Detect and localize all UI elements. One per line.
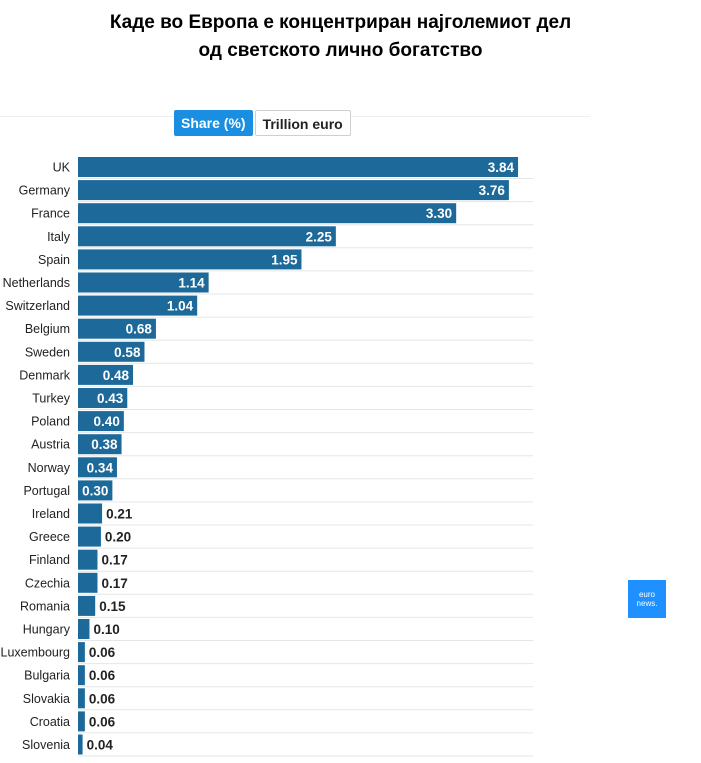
value-label: 0.06 xyxy=(89,714,116,729)
bar[interactable] xyxy=(78,711,85,732)
value-label: 0.06 xyxy=(89,691,116,706)
category-label: Netherlands xyxy=(3,276,70,290)
category-label: Sweden xyxy=(25,345,70,359)
chart-title-line1: Каде во Европа е концентриран најголемио… xyxy=(109,12,572,33)
bar[interactable] xyxy=(78,688,85,709)
category-label: Denmark xyxy=(19,368,70,382)
value-label: 0.04 xyxy=(87,738,114,753)
bar[interactable] xyxy=(78,619,90,639)
category-label: Bulgaria xyxy=(24,669,70,683)
value-label: 0.20 xyxy=(105,530,131,545)
bar[interactable] xyxy=(78,526,101,547)
euronews-logo: euro news. xyxy=(628,580,666,618)
bar[interactable] xyxy=(78,341,145,362)
bar[interactable] xyxy=(78,595,96,616)
tab-trillion-euro[interactable]: Trillion euro xyxy=(254,110,351,136)
category-label: Croatia xyxy=(30,715,70,729)
logo-text-line2: news. xyxy=(636,599,658,608)
bar[interactable] xyxy=(78,318,156,339)
bar[interactable] xyxy=(78,295,198,316)
value-label: 0.17 xyxy=(101,553,127,568)
bar[interactable] xyxy=(78,457,117,478)
category-label: Belgium xyxy=(25,322,70,336)
value-label: 0.48 xyxy=(103,368,130,383)
value-label: 0.06 xyxy=(89,645,116,660)
value-label: 0.30 xyxy=(82,483,108,498)
category-label: Germany xyxy=(19,184,71,198)
category-label: UK xyxy=(53,161,71,175)
bar[interactable] xyxy=(78,203,457,224)
logo-text-line1: euro xyxy=(638,590,655,599)
category-label: Czechia xyxy=(25,576,70,590)
value-label: 3.30 xyxy=(426,206,452,221)
category-label: Luxembourg xyxy=(1,646,71,660)
value-label: 1.14 xyxy=(178,276,205,291)
category-label: Portugal xyxy=(23,484,70,498)
category-label: Greece xyxy=(29,530,70,544)
bar[interactable] xyxy=(78,249,302,270)
value-label: 1.95 xyxy=(271,252,298,267)
category-label: Spain xyxy=(38,253,70,267)
bar[interactable] xyxy=(78,734,83,755)
category-label: Romania xyxy=(20,599,70,613)
category-label: Hungary xyxy=(23,623,71,637)
bar[interactable] xyxy=(78,364,134,385)
bar[interactable] xyxy=(78,665,85,686)
value-label: 3.84 xyxy=(488,160,515,175)
value-label: 0.38 xyxy=(91,437,118,452)
value-label: 0.10 xyxy=(93,622,119,637)
value-label: 0.43 xyxy=(97,391,124,406)
value-label: 0.68 xyxy=(126,322,153,337)
bar[interactable] xyxy=(78,226,336,247)
category-label: Italy xyxy=(47,230,71,244)
value-label: 0.34 xyxy=(87,460,114,475)
unit-toggle: Share (%) Trillion euro xyxy=(174,110,351,136)
category-label: Slovenia xyxy=(22,738,70,752)
bar[interactable] xyxy=(78,549,98,570)
value-label: 0.17 xyxy=(101,576,127,591)
value-label: 0.06 xyxy=(89,668,116,683)
chart-title-line2: од светското лично богатство xyxy=(198,40,483,61)
category-label: Austria xyxy=(31,438,70,452)
category-label: Turkey xyxy=(32,392,70,406)
bar-chart: UK 3.84 Germany 3.76 France 3.30 Italy 2.25 Spai… xyxy=(1,157,533,757)
bar[interactable] xyxy=(78,480,113,501)
category-label: Finland xyxy=(29,553,70,567)
bar[interactable] xyxy=(78,272,209,293)
category-label: Switzerland xyxy=(5,299,70,313)
category-label: Poland xyxy=(31,415,70,429)
value-label: 0.58 xyxy=(114,345,141,360)
bar[interactable] xyxy=(78,572,98,593)
value-label: 3.76 xyxy=(479,183,506,198)
category-label: Ireland xyxy=(32,507,70,521)
category-label: France xyxy=(31,207,70,221)
value-label: 0.21 xyxy=(106,507,133,522)
bar[interactable] xyxy=(78,388,128,408)
bar[interactable] xyxy=(78,434,122,455)
category-label: Slovakia xyxy=(23,692,70,706)
value-label: 0.15 xyxy=(99,599,126,614)
bar[interactable] xyxy=(78,180,509,201)
value-label: 0.40 xyxy=(94,414,120,429)
bar[interactable] xyxy=(78,503,103,524)
category-label: Norway xyxy=(28,461,71,475)
bar[interactable] xyxy=(78,157,519,177)
bar[interactable] xyxy=(78,642,85,663)
value-label: 1.04 xyxy=(167,299,194,314)
value-label: 2.25 xyxy=(306,229,333,244)
tab-share-percent[interactable]: Share (%) xyxy=(174,110,253,136)
bar[interactable] xyxy=(78,411,124,432)
